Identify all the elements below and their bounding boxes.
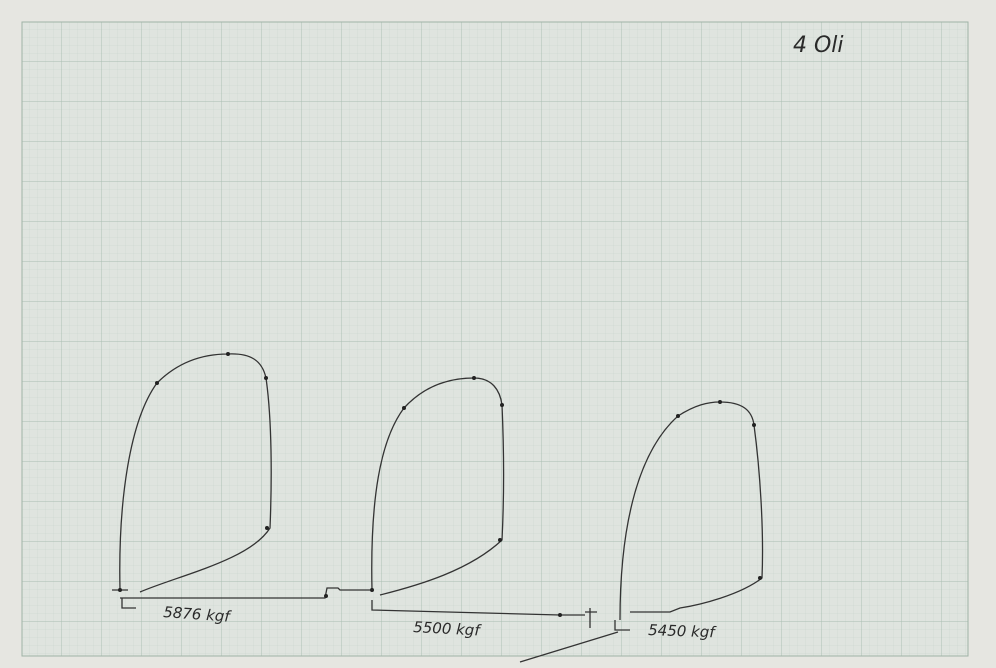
loop-label: 5450 kgf bbox=[648, 621, 718, 641]
grid bbox=[22, 22, 968, 656]
loop-label: 5500 kgf bbox=[413, 618, 483, 640]
page-note: 4 Oli bbox=[793, 33, 844, 58]
photo: 4 Oli 5876 kgf 5500 kgf 5450 kgf bbox=[0, 0, 996, 668]
